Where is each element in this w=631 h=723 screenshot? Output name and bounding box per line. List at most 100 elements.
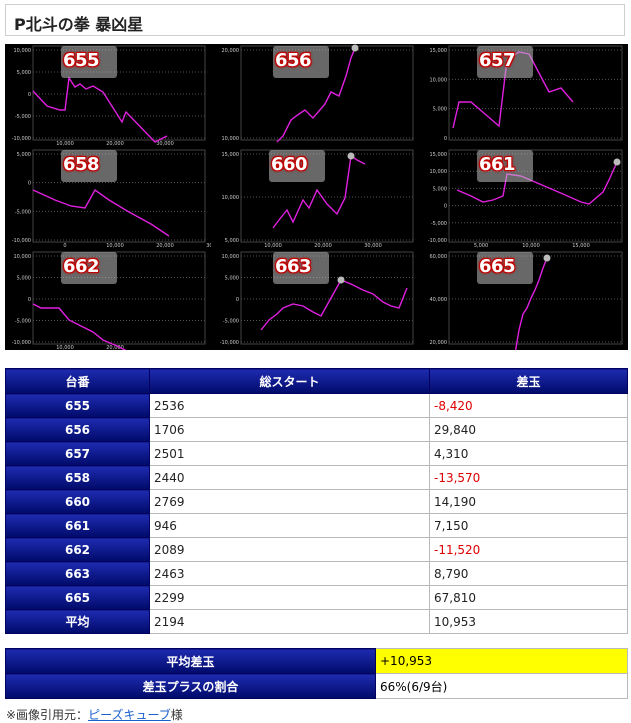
plus-ratio-label: 差玉プラスの割合: [5, 673, 376, 699]
y-tick-label: 10,000: [430, 77, 448, 83]
results-table: 台番 総スタート 差玉 655 2536 -8,420 656 1706 29,840 65…: [5, 368, 628, 634]
machine-no-cell: 660: [5, 489, 150, 514]
plot-frame: [32, 45, 206, 141]
x-tick-label: 10,000: [56, 345, 74, 350]
y-tick-label: 5,000: [225, 238, 239, 244]
table-row: 658 2440 -13,570: [5, 465, 628, 490]
plot-frame: [240, 149, 414, 243]
total-start-cell: 2536: [149, 393, 430, 418]
chart-panel-658: 5,000 0 -5,000 -10,000 0 10,000 20,000 30,000 65…: [5, 148, 211, 248]
y-tick-label: 5,000: [17, 70, 31, 76]
ball-diff-cell: 67,810: [429, 585, 628, 610]
table-row: 665 2299 67,810: [5, 585, 628, 610]
slump-chart-661: 15,000 10,000 5,000 0 -5,000 -10,000 5,000 10,0…: [428, 149, 623, 248]
y-tick-label: 5,000: [225, 276, 239, 282]
total-start-cell: 1706: [149, 417, 430, 442]
x-tick-label: 5,000: [474, 243, 488, 248]
machine-no-cell: 662: [5, 537, 150, 562]
machine-number-label: 663: [275, 256, 312, 277]
x-tick-label: 20,000: [106, 141, 124, 146]
avg-diff-label: 平均差玉: [5, 648, 376, 674]
y-tick-label: 0: [28, 181, 31, 187]
plot-frame: [448, 251, 623, 345]
slump-line: [32, 303, 127, 350]
y-tick-label: 5,000: [433, 186, 447, 192]
chart-tooltip: [273, 252, 329, 284]
y-tick-label: -10,000: [428, 238, 447, 244]
machine-no-cell: 平均: [5, 609, 150, 634]
ball-diff-cell: 7,150: [429, 513, 628, 538]
y-tick-label: 10,000: [222, 195, 240, 201]
slump-line: [32, 76, 168, 143]
ball-diff-cell: -8,420: [429, 393, 628, 418]
y-tick-label: 40,000: [430, 297, 448, 303]
ball-diff-cell: 29,840: [429, 417, 628, 442]
y-tick-label: -5,000: [15, 319, 31, 325]
plot-frame: [448, 45, 623, 141]
y-tick-label: 15,000: [430, 48, 448, 54]
chart-panel-655: 10,000 5,000 0 -5,000 -10,000 10,000 20,000 30,…: [5, 44, 211, 146]
machine-no-cell: 658: [5, 465, 150, 490]
y-tick-label: 20,000: [430, 340, 448, 346]
end-marker: [337, 276, 345, 284]
x-tick-label: 20,000: [314, 243, 332, 248]
chart-panel-660: 15,000 10,000 5,000 10,000 20,000 30,000 660: [213, 148, 419, 248]
ball-diff-cell: 8,790: [429, 561, 628, 586]
y-tick-label: 10,000: [14, 48, 32, 54]
x-tick-label: 30,000: [206, 243, 211, 248]
machine-number-label: 657: [479, 50, 516, 71]
table-row: 661 946 7,150: [5, 513, 628, 538]
avg-diff-value: +10,953: [375, 648, 628, 674]
summary-table: 平均差玉 +10,953 差玉プラスの割合 66%(6/9台): [5, 648, 628, 699]
x-tick-label: 20,000: [106, 345, 124, 350]
total-start-cell: 2440: [149, 465, 430, 490]
machine-no-cell: 661: [5, 513, 150, 538]
machine-no-cell: 657: [5, 441, 150, 466]
total-start-cell: 2299: [149, 585, 430, 610]
header-total-start: 総スタート: [149, 368, 430, 394]
y-tick-label: -10,000: [220, 340, 239, 346]
slump-line: [32, 188, 170, 237]
slump-chart-665: 60,000 40,000 20,000: [430, 251, 623, 350]
table-row: 662 2089 -11,520: [5, 537, 628, 562]
slump-line: [514, 257, 548, 350]
plot-frame: [32, 149, 206, 243]
ball-diff-cell: 10,953: [429, 609, 628, 634]
machine-number-label: 655: [63, 50, 100, 71]
slump-chart-662: 10,000 5,000 0 -5,000 -10,000 10,000 20,000: [12, 251, 206, 350]
ball-diff-cell: -13,570: [429, 465, 628, 490]
chart-panel-661: 15,000 10,000 5,000 0 -5,000 -10,000 5,000 10,0…: [421, 148, 628, 248]
y-tick-label: 0: [28, 297, 31, 303]
slump-chart-660: 15,000 10,000 5,000 10,000 20,000 30,000: [222, 149, 414, 248]
y-tick-label: 5,000: [17, 276, 31, 282]
y-tick-label: -10,000: [12, 136, 31, 142]
y-tick-label: -10,000: [12, 340, 31, 346]
machine-no-cell: 656: [5, 417, 150, 442]
chart-tooltip: [61, 150, 117, 182]
x-tick-label: 30,000: [156, 141, 174, 146]
y-tick-label: 15,000: [430, 152, 448, 158]
slump-chart-658: 5,000 0 -5,000 -10,000 0 10,000 20,000 30,000: [12, 149, 211, 248]
chart-tooltip: [61, 46, 117, 78]
table-row: 663 2463 8,790: [5, 561, 628, 586]
chart-tooltip: [273, 46, 329, 78]
chart-panel-656: 20,000 10,000 656: [213, 44, 419, 146]
machine-number-label: 665: [479, 256, 516, 277]
machine-number-label: 656: [275, 50, 312, 71]
y-tick-label: -10,000: [12, 238, 31, 244]
plot-frame: [32, 251, 206, 345]
total-start-cell: 2089: [149, 537, 430, 562]
y-tick-label: 60,000: [430, 254, 448, 260]
summary-row-ratio: 差玉プラスの割合 66%(6/9台): [5, 673, 628, 699]
chart-tooltip: [269, 150, 325, 182]
x-tick-label: 10,000: [56, 141, 74, 146]
y-tick-label: -5,000: [431, 221, 447, 227]
table-row: 657 2501 4,310: [5, 441, 628, 466]
y-tick-label: 0: [28, 92, 31, 98]
y-tick-label: -5,000: [15, 114, 31, 120]
chart-tooltip: [477, 150, 533, 182]
credit-link[interactable]: ピーズキューブ: [88, 708, 171, 722]
x-tick-label: 15,000: [572, 243, 590, 248]
end-marker: [351, 44, 359, 52]
slump-line: [276, 47, 356, 143]
